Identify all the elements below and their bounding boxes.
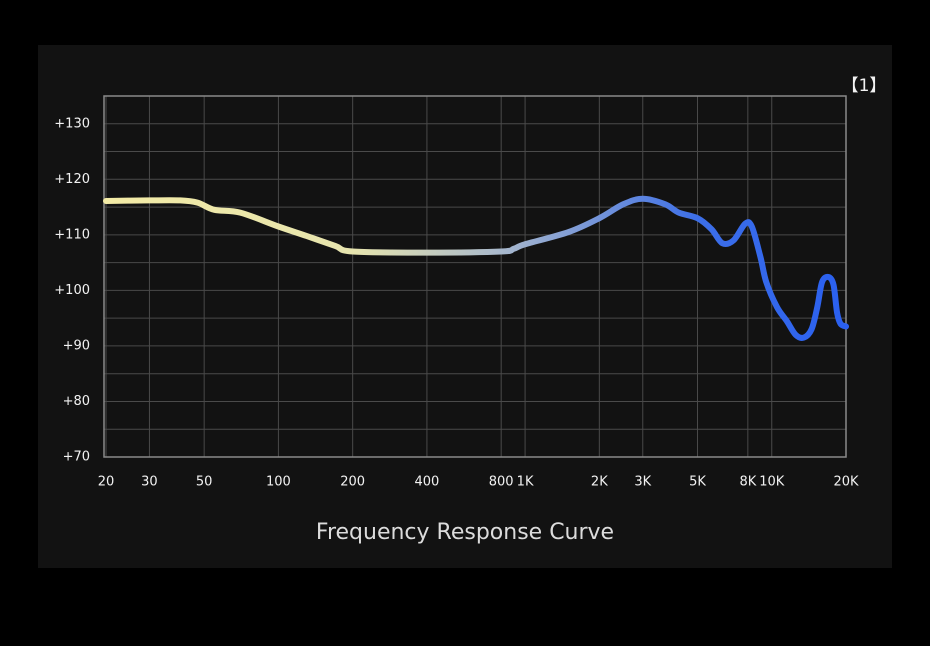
x-tick-label: 800 — [489, 475, 514, 490]
x-tick-label: 50 — [196, 475, 213, 490]
y-tick-label: +110 — [54, 227, 90, 242]
y-tick-label: +70 — [63, 450, 90, 465]
x-tick-label: 30 — [141, 475, 158, 490]
x-tick-label: 200 — [340, 475, 365, 490]
x-tick-label: 10K — [759, 475, 785, 490]
y-tick-label: +130 — [54, 116, 90, 131]
x-tick-label: 20 — [98, 475, 115, 490]
x-tick-label: 400 — [415, 475, 440, 490]
chart-title: Frequency Response Curve — [316, 520, 614, 545]
annotation: 【1】 — [842, 76, 887, 96]
x-tick-label: 100 — [266, 475, 291, 490]
panel — [38, 45, 892, 568]
x-tick-label: 5K — [689, 475, 706, 490]
x-tick-label: 1K — [517, 475, 534, 490]
y-tick-label: +80 — [63, 394, 90, 409]
plot-frame — [103, 95, 847, 458]
y-tick-label: +90 — [63, 338, 90, 353]
response-curve — [103, 195, 849, 341]
x-tick-label: 8K — [739, 475, 756, 490]
y-tick-label: +100 — [54, 283, 90, 298]
y-tick-label: +120 — [54, 172, 90, 187]
x-tick-label: 20K — [833, 475, 859, 490]
x-tick-label: 2K — [591, 475, 608, 490]
x-tick-label: 3K — [634, 475, 651, 490]
